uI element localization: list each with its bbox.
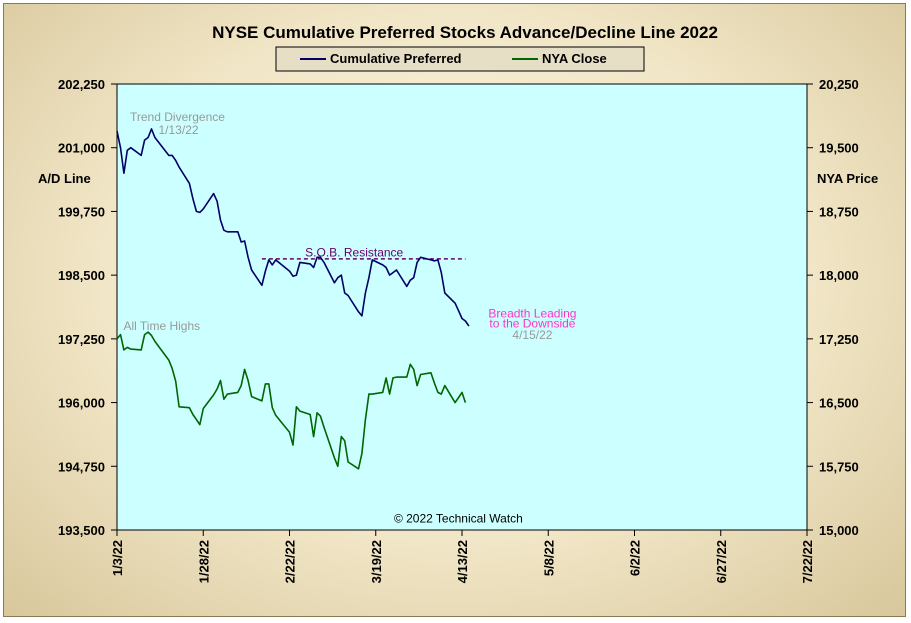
series-line-nya-close xyxy=(116,331,467,470)
annotation-2: S.O.B. Resistance xyxy=(305,246,403,260)
right-tick-label: 18,000 xyxy=(819,268,859,283)
left-tick-label: 202,250 xyxy=(58,77,105,92)
x-tick-label: 6/27/22 xyxy=(714,540,729,583)
right-tick-label: 16,500 xyxy=(819,396,859,411)
left-tick-label: 199,750 xyxy=(58,204,105,219)
x-tick-label: 6/2/22 xyxy=(628,540,643,576)
legend: Cumulative Preferred NYA Close xyxy=(275,46,645,72)
left-axis-title: A/D Line xyxy=(38,171,91,186)
plot-area xyxy=(116,83,808,531)
left-tick-label: 193,500 xyxy=(58,523,105,538)
right-tick-label: 15,000 xyxy=(819,523,859,538)
x-tick-label: 1/28/22 xyxy=(196,540,211,583)
x-tick-label: 1/3/22 xyxy=(110,540,125,576)
x-tick-label: 5/8/22 xyxy=(541,540,556,576)
left-tick-label: 196,000 xyxy=(58,396,105,411)
left-tick-label: 197,250 xyxy=(58,332,105,347)
chart-title: NYSE Cumulative Preferred Stocks Advance… xyxy=(212,23,718,42)
annotation-5: to the Downside xyxy=(489,317,575,331)
legend-box xyxy=(275,46,645,72)
right-tick-label: 18,750 xyxy=(819,204,859,219)
series-line-cumulative-preferred xyxy=(116,128,470,327)
legend-label-cumulative-preferred: Cumulative Preferred xyxy=(330,51,462,66)
annotation-0: Trend Divergence xyxy=(130,110,225,124)
right-tick-label: 17,250 xyxy=(819,332,859,347)
x-tick-label: 4/13/22 xyxy=(455,540,470,583)
right-tick-label: 20,250 xyxy=(819,77,859,92)
annotation-7: © 2022 Technical Watch xyxy=(394,511,523,525)
left-tick-label: 194,750 xyxy=(58,459,105,474)
right-tick-label: 15,750 xyxy=(819,459,859,474)
left-tick-label: 198,500 xyxy=(58,268,105,283)
x-tick-label: 3/19/22 xyxy=(369,540,384,583)
annotation-1: 1/13/22 xyxy=(159,123,199,137)
annotation-4: Breadth Leading xyxy=(488,306,576,320)
right-tick-label: 19,500 xyxy=(819,141,859,156)
annotation-3: All Time Highs xyxy=(123,319,200,333)
left-tick-label: 201,000 xyxy=(58,141,105,156)
x-tick-label: 2/22/22 xyxy=(283,540,298,583)
right-axis-title: NYA Price xyxy=(817,171,878,186)
x-tick-label: 7/22/22 xyxy=(800,540,815,583)
annotation-6: 4/15/22 xyxy=(512,328,552,342)
legend-label-nya-close: NYA Close xyxy=(542,51,607,66)
